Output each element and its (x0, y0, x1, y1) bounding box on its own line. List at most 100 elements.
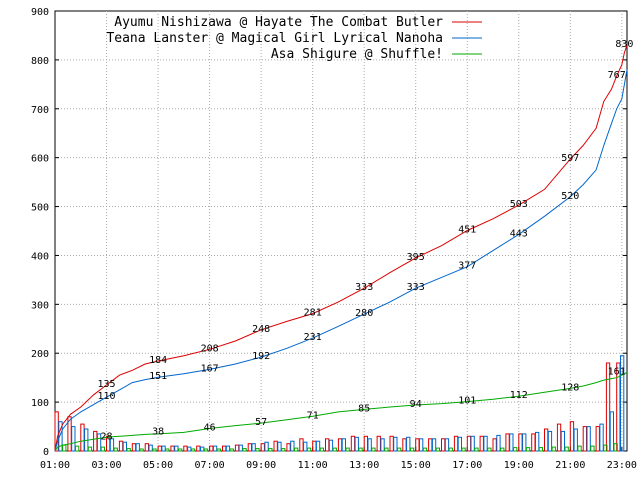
data-label: 85 (358, 403, 370, 414)
bar (100, 446, 105, 452)
grid-lines (55, 11, 627, 451)
bar (286, 443, 291, 452)
bar (522, 433, 527, 452)
bar (126, 448, 131, 452)
data-label: 128 (561, 382, 579, 393)
bar (315, 440, 321, 452)
bar (345, 447, 350, 452)
bar (371, 447, 376, 452)
series-line (54, 69, 628, 452)
series-line (54, 45, 628, 452)
bar (113, 447, 118, 452)
bar (573, 428, 578, 452)
data-label: 451 (458, 225, 476, 236)
data-label: 192 (252, 351, 270, 362)
bar (312, 440, 317, 452)
data-label: 110 (97, 391, 115, 402)
bar (139, 448, 144, 452)
data-label: 208 (201, 343, 219, 354)
bar (605, 362, 611, 452)
data-label: 597 (561, 153, 579, 164)
bar (564, 446, 569, 452)
bar (303, 441, 308, 452)
bar (87, 446, 93, 452)
data-label: 520 (561, 191, 579, 202)
bar (71, 426, 76, 452)
bar (513, 447, 518, 452)
bar (178, 448, 183, 452)
bar (161, 445, 166, 452)
y-tick-label: 100 (31, 398, 49, 409)
bar (183, 445, 188, 452)
x-tick-label: 13:00 (349, 460, 379, 471)
x-tick-label: 15:00 (401, 460, 431, 471)
y-tick-label: 900 (31, 7, 49, 18)
bar (402, 438, 407, 452)
bar (531, 433, 536, 452)
bar (363, 435, 369, 452)
data-label: 71 (307, 410, 319, 421)
bar (384, 447, 389, 452)
bar (341, 438, 347, 452)
x-tick-label: 11:00 (298, 460, 328, 471)
bar (328, 439, 334, 452)
bar (393, 436, 398, 452)
bar (492, 438, 497, 452)
bar (118, 440, 124, 452)
bar (609, 411, 615, 452)
data-label: 184 (149, 355, 167, 366)
legend-entry-label: Asa Shigure @ Shuffle! (271, 47, 443, 62)
bar (268, 448, 273, 452)
x-tick-label: 21:00 (555, 460, 585, 471)
data-label: 135 (97, 379, 115, 390)
bar (389, 435, 394, 452)
bar (325, 438, 330, 452)
x-tick-label: 23:00 (607, 460, 637, 471)
bar (122, 441, 127, 452)
bar (354, 436, 359, 452)
bar (251, 443, 256, 452)
bar (247, 443, 252, 452)
x-tick-label: 17:00 (452, 460, 482, 471)
bar (444, 438, 450, 452)
bar (544, 428, 549, 452)
bar (599, 423, 604, 452)
y-tick-label: 300 (31, 300, 49, 311)
bar (148, 444, 153, 452)
bar (603, 444, 608, 452)
bar (569, 421, 575, 452)
x-tick-label: 19:00 (504, 460, 534, 471)
bar (616, 362, 621, 452)
bar (556, 423, 562, 452)
bar (509, 433, 514, 452)
bar (174, 445, 179, 452)
data-label: 28 (100, 431, 112, 442)
data-label: 281 (304, 308, 322, 319)
bar (620, 355, 625, 452)
bar (376, 435, 381, 452)
bar (157, 445, 162, 452)
data-label: 57 (255, 417, 267, 428)
data-label: 101 (458, 396, 476, 407)
bar (299, 438, 304, 452)
bar (535, 431, 540, 452)
bar (144, 443, 149, 452)
bar (461, 447, 466, 452)
y-tick-label: 400 (31, 251, 49, 262)
x-tick-label: 05:00 (143, 460, 173, 471)
bar (613, 443, 618, 452)
legend-entry-label: Teana Lanster @ Magical Girl Lyrical Nan… (106, 31, 443, 46)
y-tick-label: 600 (31, 154, 49, 165)
bar (54, 411, 59, 452)
bar (479, 435, 484, 452)
bar (337, 438, 343, 452)
bar (222, 445, 227, 452)
bar (203, 448, 209, 452)
bar (165, 448, 170, 452)
series-line (54, 371, 628, 452)
bar-series (54, 355, 625, 452)
bar (457, 436, 463, 452)
bar (367, 438, 372, 452)
data-label: 94 (410, 399, 422, 410)
bar (431, 438, 437, 452)
